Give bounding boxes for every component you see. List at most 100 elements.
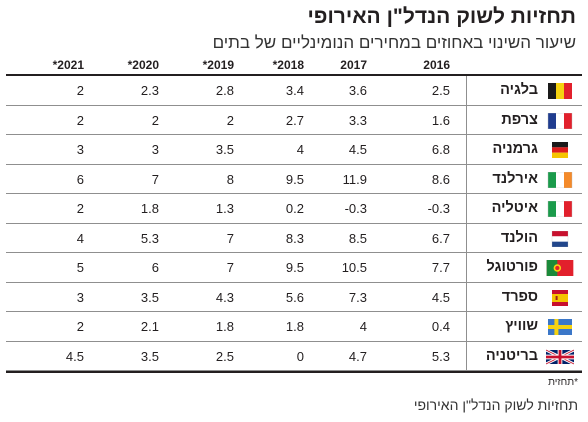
table-row: צרפת 1.6 3.3 2.7 2 2 2 [6,106,582,135]
column-header-2016: 2016 [423,58,450,72]
country-name: פורטוגל [486,259,538,275]
table-row: אירלנד 8.6 11.9 9.5 8 7 6 [6,165,582,194]
country-name: איטליה [491,200,538,216]
value-cell-2020: 5.3 [140,230,159,246]
value-cell-2020: 2.3 [140,83,159,98]
table-row: גרמניה 6.8 4.5 4 3.5 3 3 [6,135,582,165]
value-cell-2019: 3.5 [215,142,234,157]
uk-flag-icon [546,348,574,365]
portugal-flag-icon [546,260,574,276]
table-row: הולנד 6.7 8.5 8.3 7 5.3 4 [6,224,582,253]
france-flag-icon [546,112,574,129]
value-cell-2018: 0.2 [285,201,304,216]
value-cell-2019: 1.3 [215,201,234,216]
value-cell-2021: 5 [76,260,84,275]
value-cell-2019: 1.8 [215,319,234,334]
country-name: בריטניה [485,347,538,364]
column-header-2021: *2021 [52,58,84,72]
value-cell-2020: 7 [151,171,159,187]
value-cell-2017: 10.5 [341,260,367,275]
table-row: שוויץ 0.4 4 1.8 1.8 2.1 2 [6,312,582,342]
value-cell-2016: 2.5 [431,83,450,98]
value-cell-2021: 2 [76,83,84,98]
column-header-2018: *2018 [272,58,304,72]
value-cell-2017: 7.3 [348,289,367,305]
italy-flag-icon [546,201,574,217]
value-cell-2016: 6.8 [431,142,450,157]
column-header-2020: *2020 [127,58,159,72]
country-name: צרפת [501,111,538,128]
value-cell-2017: 4.5 [348,142,367,157]
belgium-flag-icon [546,83,574,99]
value-cell-2021: 4.5 [65,348,84,364]
germany-flag-icon [546,142,574,158]
table-row: בלגיה 2.5 3.6 3.4 2.8 2.3 2 [6,76,582,106]
table-body: בלגיה 2.5 3.6 3.4 2.8 2.3 2 צרפת 1.6 3.3 2.7 2 2 2 גרמ… [6,76,582,371]
table-row: איטליה -0.3 -0.3 0.2 1.3 1.8 2 [6,194,582,224]
switzerland-flag-icon [546,319,574,335]
forecast-table: 2016 2017 *2018 *2019 *2020 *2021 בלגיה 2… [6,56,582,373]
value-cell-2017: -0.3 [344,201,367,216]
value-cell-2021: 2 [76,112,84,128]
value-cell-2020: 3.5 [140,289,159,305]
country-name: הולנד [500,229,538,246]
value-cell-2016: 8.6 [431,171,450,187]
source-caption: תחזיות לשוק הנדל"ן האירופי [413,397,578,413]
country-name: אירלנד [492,170,538,187]
value-cell-2021: 2 [76,319,84,334]
value-cell-2017: 8.5 [348,230,367,246]
value-cell-2016: 1.6 [431,112,450,128]
spain-flag-icon [546,289,574,306]
country-name: גרמניה [492,141,538,157]
page-title: תחזיות לשוק הנדל"ן האירופי [307,5,576,28]
value-cell-2016: 7.7 [431,260,450,275]
value-cell-2020: 6 [151,260,159,275]
value-cell-2018: 3.4 [285,83,304,98]
value-cell-2016: 5.3 [431,348,450,364]
ireland-flag-icon [546,171,574,188]
value-cell-2020: 2 [151,112,159,128]
value-cell-2018: 8.3 [285,230,304,246]
value-cell-2019: 8 [226,171,234,187]
value-cell-2020: 1.8 [140,201,159,216]
country-name: שוויץ [505,318,538,334]
netherlands-flag-icon [546,230,574,247]
value-cell-2021: 2 [76,201,84,216]
value-cell-2019: 2 [226,112,234,128]
value-cell-2018: 4 [296,142,304,157]
value-cell-2017: 3.6 [348,83,367,98]
value-cell-2021: 3 [76,289,84,305]
table-end-rule [6,371,582,373]
value-cell-2021: 4 [76,230,84,246]
value-cell-2017: 3.3 [348,112,367,128]
column-header-2019: *2019 [202,58,234,72]
table-row: פורטוגל 7.7 10.5 9.5 7 6 5 [6,253,582,283]
value-cell-2020: 3 [151,142,159,157]
page-subtitle: שיעור השינוי באחוזים במחירים הנומינליים … [212,33,576,52]
value-cell-2018: 9.5 [285,260,304,275]
value-cell-2020: 2.1 [140,319,159,334]
value-cell-2019: 2.5 [215,348,234,364]
value-cell-2018: 9.5 [285,171,304,187]
column-header-2017: 2017 [340,58,367,72]
value-cell-2017: 4.7 [348,348,367,364]
country-name: ספרד [501,288,538,305]
country-name: בלגיה [500,82,538,98]
value-cell-2020: 3.5 [140,348,159,364]
value-cell-2018: 2.7 [285,112,304,128]
value-cell-2019: 7 [226,230,234,246]
table-row: ספרד 4.5 7.3 5.6 4.3 3.5 3 [6,283,582,312]
value-cell-2021: 6 [76,171,84,187]
value-cell-2018: 0 [296,348,304,364]
value-cell-2019: 7 [226,260,234,275]
value-cell-2016: 0.4 [431,319,450,334]
value-cell-2017: 4 [359,319,367,334]
value-cell-2016: -0.3 [427,201,450,216]
table-row: בריטניה 5.3 4.7 0 2.5 3.5 4.5 [6,342,582,371]
value-cell-2018: 1.8 [285,319,304,334]
value-cell-2016: 6.7 [431,230,450,246]
value-cell-2017: 11.9 [342,171,367,187]
footnote: *תחזית [548,377,578,388]
value-cell-2021: 3 [76,142,84,157]
value-cell-2018: 5.6 [285,289,304,305]
